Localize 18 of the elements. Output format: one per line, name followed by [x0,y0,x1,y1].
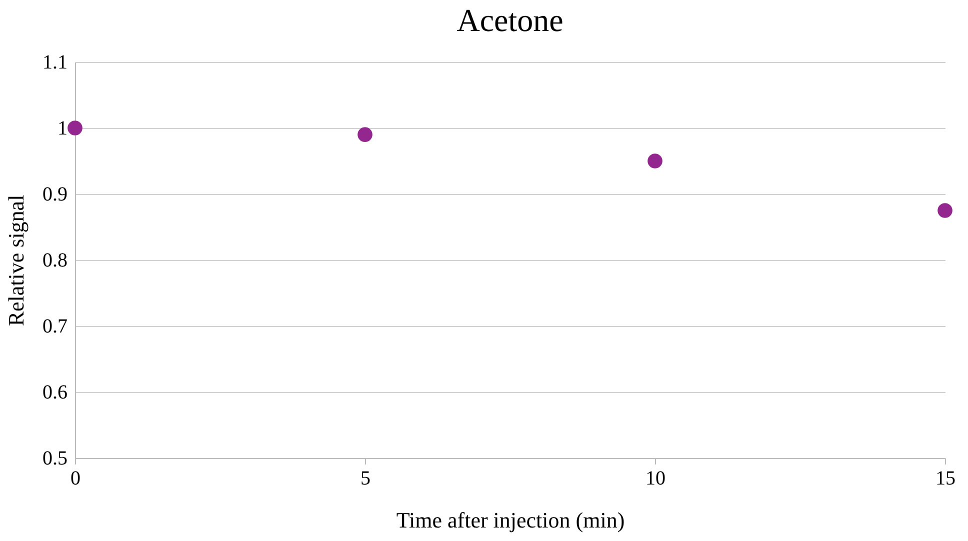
point [358,127,372,142]
point [648,154,662,168]
y-axis-title: Relative signal [4,194,28,326]
y-tick-label: 0.9 [42,184,68,206]
y-tick-label: 0.8 [42,250,68,272]
point [938,203,952,218]
x-tick-label: 0 [70,468,80,490]
y-tick-label: 1 [58,118,68,140]
y-tick-label: 0.6 [42,382,68,404]
x-axis-title: Time after injection (min) [396,508,625,532]
x-tick-label: 10 [646,468,666,490]
point [68,120,82,136]
y-tick-label: 1.1 [42,52,68,74]
x-tick-label: 15 [936,468,956,490]
y-tick-label: 0.7 [42,316,68,338]
x-tick-label: 5 [360,468,370,490]
y-tick-label: 0.5 [42,448,68,470]
chart-title: Acetone [456,2,564,38]
